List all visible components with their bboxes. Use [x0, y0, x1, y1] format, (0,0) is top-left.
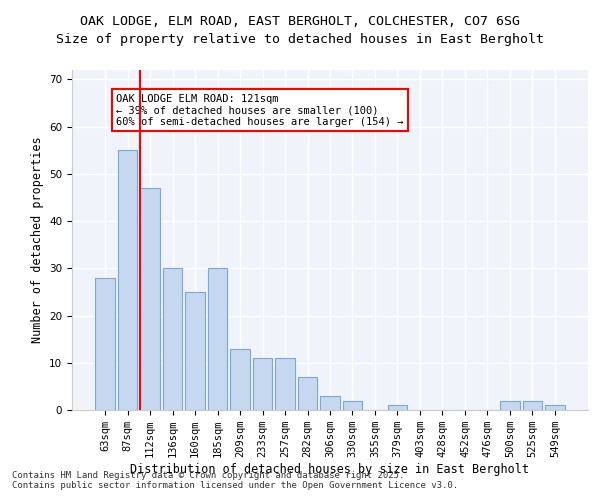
Bar — [140, 188, 160, 410]
Bar — [343, 400, 362, 410]
Bar — [320, 396, 340, 410]
X-axis label: Distribution of detached houses by size in East Bergholt: Distribution of detached houses by size … — [131, 463, 530, 476]
Bar — [298, 377, 317, 410]
Bar — [230, 348, 250, 410]
Bar — [208, 268, 227, 410]
Bar — [523, 400, 542, 410]
Y-axis label: Number of detached properties: Number of detached properties — [31, 136, 44, 344]
Bar — [545, 406, 565, 410]
Text: OAK LODGE, ELM ROAD, EAST BERGHOLT, COLCHESTER, CO7 6SG: OAK LODGE, ELM ROAD, EAST BERGHOLT, COLC… — [80, 15, 520, 28]
Text: Contains HM Land Registry data © Crown copyright and database right 2025.
Contai: Contains HM Land Registry data © Crown c… — [12, 470, 458, 490]
Bar — [253, 358, 272, 410]
Bar — [275, 358, 295, 410]
Text: OAK LODGE ELM ROAD: 121sqm
← 39% of detached houses are smaller (100)
60% of sem: OAK LODGE ELM ROAD: 121sqm ← 39% of deta… — [116, 94, 404, 127]
Text: Size of property relative to detached houses in East Bergholt: Size of property relative to detached ho… — [56, 32, 544, 46]
Bar — [95, 278, 115, 410]
Bar — [163, 268, 182, 410]
Bar — [500, 400, 520, 410]
Bar — [388, 406, 407, 410]
Bar — [185, 292, 205, 410]
Bar — [118, 150, 137, 410]
